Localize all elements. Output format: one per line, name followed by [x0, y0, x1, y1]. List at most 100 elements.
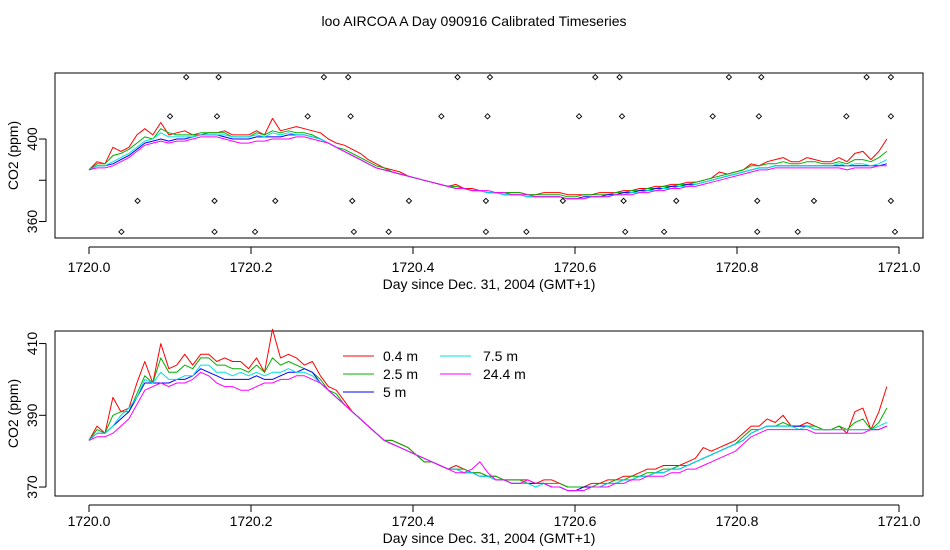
y-tick-label: 390	[24, 403, 40, 427]
diamond-marker	[344, 73, 352, 81]
x-tick-label: 1720.4	[392, 259, 435, 275]
legend-label: 5 m	[383, 384, 406, 400]
y-tick-label: 410	[24, 332, 40, 356]
series-line-s04	[88, 117, 888, 196]
diamond-marker	[616, 73, 623, 81]
diamond-marker	[754, 197, 761, 205]
x-tick-label: 1720.6	[554, 259, 597, 275]
y-axis-label: CO2 (ppm)	[5, 379, 21, 448]
x-axis-label: Day since Dec. 31, 2004 (GMT+1)	[383, 276, 596, 292]
legend-label: 0.4 m	[383, 348, 418, 364]
diamond-marker	[484, 113, 491, 120]
legend-item-s75: 7.5 m	[440, 348, 518, 364]
diamond-marker	[618, 113, 626, 120]
diamond-marker	[887, 73, 895, 81]
legend-label: 24.4 m	[483, 366, 526, 382]
diamond-marker	[660, 228, 668, 236]
series-line-s75	[88, 132, 888, 200]
diamond-marker	[213, 113, 221, 120]
x-tick-label: 1721.0	[878, 259, 921, 275]
diamond-marker	[438, 113, 445, 120]
series-line-s244	[88, 371, 888, 492]
x-tick-label: 1720.8	[716, 259, 759, 275]
x-tick-label: 1720.0	[68, 259, 111, 275]
series-group	[88, 117, 888, 200]
legend-item-s244: 24.4 m	[440, 366, 526, 382]
diamond-marker	[755, 113, 763, 120]
diamond-marker	[559, 197, 567, 205]
x-tick-label: 1720.4	[392, 513, 435, 529]
diamond-marker	[215, 73, 222, 81]
diamond-marker	[405, 197, 413, 205]
diamond-marker	[621, 228, 629, 236]
x-axis: 1720.0 1720.2 1720.4 1720.6 1720.8 1721.0 Day …	[68, 504, 921, 546]
bottom-panel: 1720.0 1720.2 1720.4 1720.6 1720.8 1721.0 Day …	[5, 328, 924, 546]
diamond-marker	[754, 228, 761, 236]
x-axis-label: Day since Dec. 31, 2004 (GMT+1)	[383, 530, 596, 546]
x-tick-label: 1720.0	[68, 513, 111, 529]
diamond-marker	[304, 113, 311, 120]
diamond-marker	[350, 228, 358, 236]
diamond-marker	[251, 228, 259, 236]
diamond-marker	[709, 113, 716, 120]
diamond-marker	[620, 197, 627, 205]
diamond-marker	[863, 73, 870, 81]
top-panel: 1720.0 1720.2 1720.4 1720.6 1720.8 1721.0 Day …	[5, 72, 924, 292]
legend-label: 2.5 m	[383, 366, 418, 382]
diamond-marker	[725, 73, 733, 81]
diamond-marker	[118, 228, 125, 236]
x-tick-label: 1720.8	[716, 513, 759, 529]
diamond-marker	[320, 73, 328, 81]
diamond-marker	[347, 113, 354, 120]
x-tick-label: 1720.6	[554, 513, 597, 529]
x-tick-label: 1721.0	[878, 513, 921, 529]
diamond-marker	[272, 197, 279, 205]
marker-group	[118, 73, 899, 236]
y-tick-label: 370	[24, 475, 40, 499]
diamond-marker	[166, 113, 174, 120]
diamond-marker	[758, 73, 765, 81]
series-line-s244	[88, 136, 887, 200]
legend-item-s04: 0.4 m	[343, 348, 418, 364]
diamond-marker	[810, 197, 818, 205]
diamond-marker	[891, 228, 899, 236]
diamond-marker	[843, 113, 850, 120]
diamond-marker	[454, 73, 461, 81]
diamond-marker	[482, 197, 490, 205]
diamond-marker	[482, 228, 490, 236]
y-axis: 370 390 410 CO2 (ppm)	[5, 332, 47, 499]
diamond-marker	[349, 197, 356, 205]
x-tick-label: 1720.2	[230, 259, 273, 275]
y-axis-label: CO2 (ppm)	[5, 121, 21, 190]
legend-label: 7.5 m	[483, 348, 518, 364]
plot-frame	[54, 330, 924, 497]
diamond-marker	[486, 73, 494, 81]
diamond-marker	[794, 228, 801, 236]
diamond-marker	[575, 113, 583, 120]
legend: 0.4 m 2.5 m 5 m 7.5 m 24.4 m	[343, 348, 526, 400]
series-line-s5	[88, 134, 887, 200]
y-tick-label: 360	[24, 210, 40, 234]
x-tick-label: 1720.2	[230, 513, 273, 529]
diamond-marker	[385, 228, 392, 236]
diamond-marker	[887, 113, 895, 120]
series-group	[88, 328, 888, 492]
diamond-marker	[211, 228, 218, 236]
legend-item-s25: 2.5 m	[343, 366, 418, 382]
diamond-marker	[523, 228, 530, 236]
y-tick-label: 400	[24, 127, 40, 151]
series-line-s75	[88, 364, 888, 492]
diamond-marker	[592, 73, 599, 81]
figure-title: loo AIRCOA A Day 090916 Calibrated Times…	[321, 13, 626, 29]
plot-frame	[54, 72, 924, 239]
diamond-marker	[673, 197, 680, 205]
legend-item-s5: 5 m	[343, 384, 406, 400]
diamond-marker	[887, 197, 895, 205]
x-axis: 1720.0 1720.2 1720.4 1720.6 1720.8 1721.0 Day …	[68, 246, 921, 292]
series-line-s25	[88, 128, 888, 198]
diamond-marker	[134, 197, 141, 205]
diamond-marker	[182, 73, 190, 81]
diamond-marker	[211, 197, 218, 205]
